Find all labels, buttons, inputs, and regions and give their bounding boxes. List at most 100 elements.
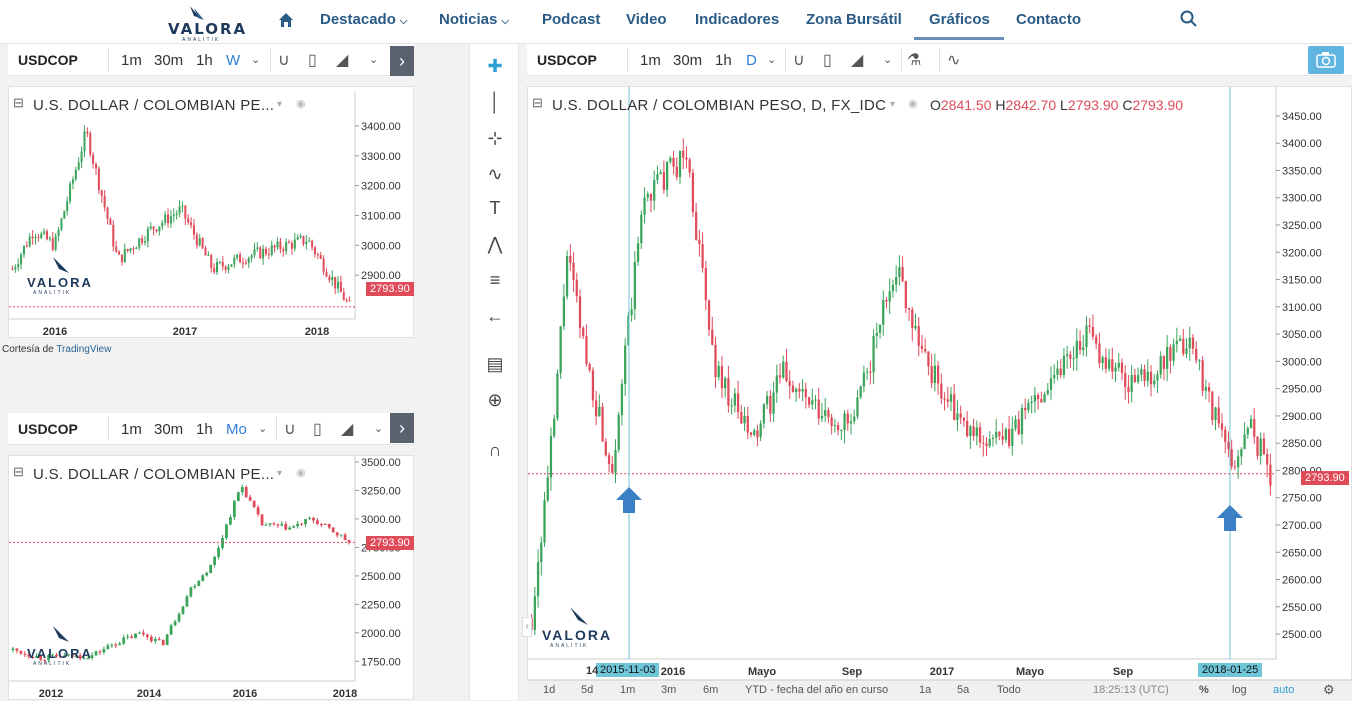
- brush-icon[interactable]: ∿: [487, 164, 503, 184]
- collapse-icon[interactable]: ⊟: [13, 95, 24, 110]
- expand-chevron-icon[interactable]: ›: [390, 413, 414, 443]
- eye-icon[interactable]: ◉: [908, 98, 918, 110]
- chevron-down-icon[interactable]: ⌄: [767, 54, 777, 66]
- range-6m[interactable]: 6m: [703, 684, 719, 696]
- nav-item-graficos[interactable]: Gráficos: [914, 11, 1004, 40]
- candle-body: [169, 216, 172, 224]
- candle-body: [640, 214, 643, 244]
- candlestick-icon[interactable]: ▯: [823, 52, 832, 69]
- range-5d[interactable]: 5d: [581, 684, 594, 696]
- symbol-label[interactable]: USDCOP: [18, 52, 78, 68]
- chevron-down-icon[interactable]: ⌄: [258, 423, 268, 435]
- home-icon[interactable]: [278, 12, 294, 28]
- interval-mo[interactable]: Mo: [226, 421, 247, 438]
- symbol-label[interactable]: USDCOP: [537, 52, 597, 68]
- interval-30m[interactable]: 30m: [154, 421, 184, 438]
- nav-item-video[interactable]: Video: [626, 11, 667, 28]
- candle-body: [578, 296, 582, 328]
- candlestick-icon[interactable]: ▯: [313, 421, 322, 438]
- chevron-down-icon[interactable]: ▾: [277, 99, 283, 110]
- interval-d[interactable]: D: [746, 52, 757, 69]
- range-ytd[interactable]: YTD - fecha del año en curso: [745, 684, 889, 696]
- back-arrow-icon[interactable]: ←: [486, 306, 504, 326]
- scale-auto[interactable]: auto: [1273, 684, 1295, 696]
- pattern-icon[interactable]: ⋀: [487, 234, 503, 254]
- candle-body: [197, 580, 201, 586]
- trend-line-icon[interactable]: │: [489, 92, 501, 112]
- left-top-chart[interactable]: 3400.00 3300.00 3200.00 3100.00 3000.00 2900.…: [9, 87, 415, 339]
- interval-30m[interactable]: 30m: [154, 52, 184, 69]
- text-icon[interactable]: T: [489, 198, 501, 218]
- candle-body: [827, 410, 830, 418]
- indicators-icon[interactable]: ∿: [947, 52, 961, 69]
- chevron-down-icon[interactable]: ⌄: [251, 54, 261, 66]
- nav-item-destacado[interactable]: Destacado ⌵: [320, 11, 408, 28]
- candle-body: [914, 326, 917, 329]
- chevron-down-icon[interactable]: ⌄: [369, 54, 379, 66]
- nav-item-contacto[interactable]: Contacto: [1016, 11, 1081, 28]
- candle-body: [856, 397, 859, 417]
- scale-percent[interactable]: %: [1199, 684, 1209, 696]
- symbol-label[interactable]: USDCOP: [18, 421, 78, 437]
- ruler-icon[interactable]: ▤: [486, 354, 504, 374]
- interval-1h[interactable]: 1h: [196, 52, 213, 69]
- bar-chart-icon[interactable]: ∪: [793, 52, 805, 69]
- area-chart-icon[interactable]: ◢: [341, 421, 354, 438]
- magnet-icon[interactable]: ∩: [488, 440, 502, 460]
- main-chart[interactable]: 3450.00 3400.00 3350.00 3300.00 3250.00 3200.…: [528, 87, 1352, 681]
- bar-chart-icon[interactable]: ∪: [278, 52, 290, 69]
- chevron-down-icon[interactable]: ⌄: [883, 54, 893, 66]
- interval-w[interactable]: W: [226, 52, 241, 69]
- collapse-icon[interactable]: ⊟: [13, 464, 24, 479]
- nav-item-podcast[interactable]: Podcast: [542, 11, 601, 28]
- interval-1m[interactable]: 1m: [640, 52, 661, 69]
- candle-body: [90, 655, 94, 659]
- valora-logo[interactable]: VALORA ANALITIK: [168, 4, 245, 43]
- eye-icon[interactable]: ◉: [296, 467, 306, 479]
- projection-icon[interactable]: ≡: [489, 270, 501, 290]
- eye-icon[interactable]: ◉: [296, 98, 306, 110]
- chevron-down-icon[interactable]: ▾: [277, 468, 283, 479]
- chevron-down-icon[interactable]: ⌄: [374, 423, 384, 435]
- candle-body: [339, 534, 343, 536]
- interval-1h[interactable]: 1h: [196, 421, 213, 438]
- camera-button[interactable]: [1308, 46, 1344, 74]
- crosshair-icon[interactable]: ✚: [487, 56, 503, 76]
- fib-icon[interactable]: ⊹: [487, 128, 503, 148]
- area-chart-icon[interactable]: ◢: [336, 52, 349, 69]
- collapse-toolbar-icon[interactable]: ‹: [522, 617, 532, 637]
- range-1a[interactable]: 1a: [919, 684, 932, 696]
- nav-item-zona-bursatil[interactable]: Zona Bursátil: [806, 11, 902, 28]
- chevron-down-icon[interactable]: ▾: [890, 99, 896, 110]
- tradingview-link[interactable]: TradingView: [56, 344, 112, 355]
- interval-1m[interactable]: 1m: [121, 52, 142, 69]
- y-tick-label: 3000.00: [361, 240, 401, 252]
- scale-log[interactable]: log: [1232, 684, 1247, 696]
- candle-body: [1207, 387, 1211, 392]
- candle-body: [933, 365, 937, 384]
- area-chart-icon[interactable]: ◢: [851, 52, 864, 69]
- range-1m[interactable]: 1m: [620, 684, 636, 696]
- search-icon[interactable]: [1180, 10, 1198, 28]
- nav-item-noticias[interactable]: Noticias ⌵: [439, 11, 509, 28]
- settings-gear-icon[interactable]: ⚙: [1323, 682, 1335, 697]
- left-bottom-toolbar: USDCOP 1m 30m 1h Mo ⌄ ∪ ▯ ◢ ⌄: [8, 413, 414, 445]
- interval-1m[interactable]: 1m: [121, 421, 142, 438]
- candle-body: [685, 157, 688, 160]
- range-1d[interactable]: 1d: [543, 684, 556, 696]
- candlestick-icon[interactable]: ▯: [308, 52, 317, 69]
- candle-body: [300, 523, 303, 525]
- interval-1h[interactable]: 1h: [715, 52, 732, 69]
- expand-chevron-icon[interactable]: ›: [390, 46, 414, 76]
- range-5a[interactable]: 5a: [957, 684, 970, 696]
- bar-chart-icon[interactable]: ∪: [284, 421, 296, 438]
- zoom-in-icon[interactable]: ⊕: [487, 390, 503, 410]
- collapse-icon[interactable]: ⊟: [532, 95, 543, 110]
- candle-body: [63, 211, 66, 219]
- range-todo[interactable]: Todo: [997, 684, 1021, 696]
- compare-icon[interactable]: ⚗: [907, 52, 922, 69]
- range-3m[interactable]: 3m: [661, 684, 677, 696]
- candle-body: [323, 523, 327, 525]
- nav-item-indicadores[interactable]: Indicadores: [695, 11, 780, 28]
- interval-30m[interactable]: 30m: [673, 52, 703, 69]
